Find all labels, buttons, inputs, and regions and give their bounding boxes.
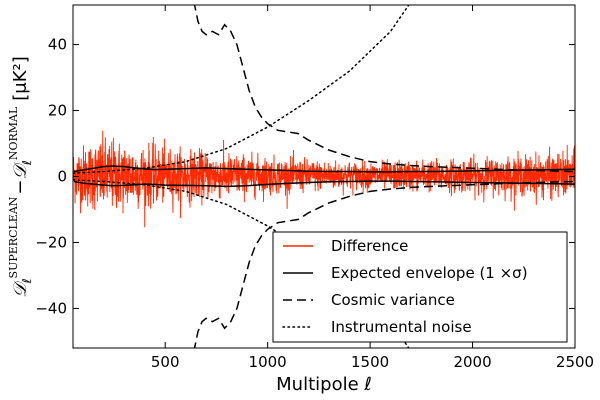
y-axis-title-minus: −: [10, 180, 31, 195]
legend-box: [272, 231, 568, 343]
y-tick-label: −40: [35, 299, 67, 317]
x-axis-ticks: 500 1000 1500 2000 2500: [151, 5, 594, 371]
y-tick-label: 20: [48, 102, 67, 120]
difference-series: [73, 130, 575, 228]
y-tick-label: 40: [48, 36, 67, 54]
y-axis-title-d2: 𝒟: [10, 162, 31, 180]
envelope-upper-line: [73, 165, 575, 173]
y-tick-label: −20: [35, 233, 67, 251]
y-axis-title-sub2: ℓ: [20, 160, 34, 166]
x-tick-label: 1000: [249, 353, 287, 371]
y-axis-title-sub1: ℓ: [20, 278, 34, 284]
legend: Difference Expected envelope (1 ×σ) Cosm…: [272, 231, 568, 343]
cosmic-variance-lower-line: [193, 180, 575, 348]
y-axis-title-d1: 𝒟: [10, 280, 31, 298]
envelope-lower-line: [73, 180, 575, 188]
x-tick-label: 2000: [453, 353, 491, 371]
x-tick-label: 1500: [351, 353, 389, 371]
y-tick-label: 0: [57, 168, 67, 186]
x-tick-label: 2500: [556, 353, 594, 371]
y-axis-title-sup1: SUPERCLEAN: [7, 196, 20, 278]
y-axis-title-sup2: NORMAL: [7, 106, 20, 160]
svg-text:𝒟ℓSUPERCLEAN−𝒟ℓNORMAL[μK²]: 𝒟ℓSUPERCLEAN−𝒟ℓNORMAL[μK²]: [7, 56, 34, 298]
legend-label-envelope: Expected envelope (1 ×σ): [331, 264, 528, 282]
x-tick-label: 500: [151, 353, 180, 371]
legend-label-difference: Difference: [331, 237, 408, 255]
cosmic-variance-upper-line: [193, 5, 575, 173]
legend-label-cosmic-variance: Cosmic variance: [331, 291, 455, 309]
instrumental-noise-upper-line: [73, 5, 410, 174]
y-axis-ticks: −40 −20 0 20 40: [35, 36, 575, 317]
legend-label-instrumental-noise: Instrumental noise: [331, 318, 472, 336]
y-axis-title-unit: [μK²]: [10, 56, 31, 101]
x-axis-title: Multipole ℓ: [276, 374, 372, 395]
y-axis-title: 𝒟ℓSUPERCLEAN−𝒟ℓNORMAL[μK²]: [7, 56, 34, 298]
